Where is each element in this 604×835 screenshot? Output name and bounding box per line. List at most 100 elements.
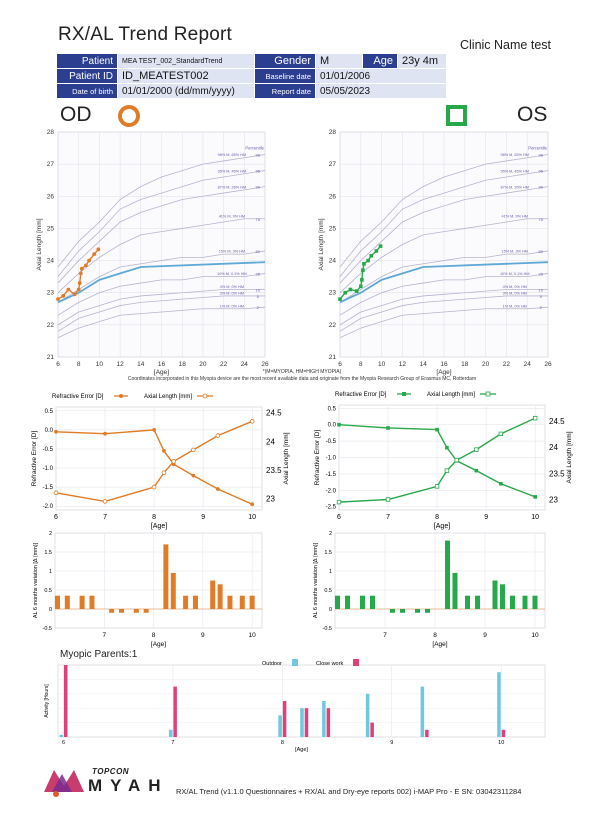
percentile-tag: 3% M, 0% HM [503,291,527,295]
x-tick-label: 6 [54,514,58,521]
x-tick-label: 24 [241,361,249,368]
clinic-name: Clinic Name test [460,38,551,52]
percentile-label: 5 [257,294,260,299]
reference-curve [57,261,266,304]
percentile-label: 50 [256,249,261,254]
percentile-label: 98 [256,153,261,158]
legend-swatch-marker [119,394,123,398]
percentile-label: 95 [538,169,543,174]
percentile-tag: 3% M, 0% HM [220,291,244,295]
patient-point [56,297,60,302]
percentile-label: 50 [538,249,543,254]
y2-axis-label: Axial Length [mm] [566,431,573,483]
x-tick-label: 14 [137,361,145,368]
refractive-error-point [250,502,255,507]
close-work-bar [282,701,287,737]
y-axis-label: AL 6 months variation [Δ (mm)] [33,542,39,618]
variation-bar [475,595,480,609]
x-tick-label: 18 [179,361,187,368]
percentile-tag: 95% M, 45% HM [218,169,247,173]
variation-bar [510,595,515,609]
y2-tick-label: 24 [549,443,558,452]
axial-length-point [191,447,196,453]
outdoor-bar [300,708,304,737]
y-tick-label: 28 [329,129,337,136]
x-tick-label: 7 [103,514,107,521]
outdoor-bar [278,715,282,737]
y-tick-label: -1.5 [43,485,54,491]
percentile-curve [57,154,266,268]
footer-text: RX/AL Trend (v1.1.0 Questionnaires + RX/… [176,787,522,796]
baseline-date-value: 01/01/2006 [316,69,446,83]
variation-bar [210,580,216,609]
outdoor-bar [420,686,425,737]
x-tick-label: 6 [56,361,60,368]
x-axis-label: [Age] [295,747,308,753]
x-tick-label: 16 [158,361,166,368]
percentile-curve [57,250,266,303]
x-tick-label: 16 [440,361,448,368]
x-tick-label: 8 [433,632,437,639]
percentile-tag: 41% M, 9% HM [219,214,245,218]
y-tick-label: -1.0 [326,456,337,462]
x-tick-label: 9 [483,632,487,639]
patient-id-value: ID_MEATEST002 [118,69,254,83]
baseline-date-label: Baseline date [255,69,315,83]
refractive-error-point [533,495,537,499]
report-date-value: 05/05/2023 [316,84,446,98]
refractive-error-point [191,473,196,478]
axial-length-point [102,499,108,504]
refractive-error-point [386,426,390,430]
percentile-curve [339,295,548,332]
variation-bar [400,609,405,613]
outdoor-bar [322,701,326,737]
axial-length-point [532,415,538,421]
y-tick-label: 2 [49,531,52,537]
refractive-error-line [338,423,536,498]
legend-swatch-marker [202,393,208,399]
variation-bar [370,595,375,609]
x-tick-label: 6 [62,740,65,746]
myah-logo-icon [44,770,84,797]
variation-bar [119,609,125,613]
percentile-tag: 15% M, 3% HM [502,250,528,254]
percentile-curve [339,186,549,284]
x-tick-label: 7 [383,632,387,639]
patient-point [361,268,365,273]
x-tick-label: 20 [199,361,207,368]
y-tick-label: 2 [329,531,332,537]
legend-close-work-swatch [353,659,359,666]
patient-point [72,292,77,297]
os-label: OS [517,103,548,126]
patient-point [362,261,366,266]
x-tick-label: 8 [281,740,284,746]
variation-bar [143,609,149,613]
outdoor-bar [497,672,501,737]
y-tick-label: -1.0 [43,466,54,472]
y2-tick-label: 24.5 [266,409,282,418]
x-tick-label: 8 [359,361,363,368]
y-tick-label: -2.5 [326,505,337,511]
y-tick-label: 1.5 [44,550,52,556]
x-tick-label: 8 [435,514,439,521]
refractive-error-point [152,427,156,432]
percentile-curve [339,306,549,339]
percentile-label: 75 [256,217,261,222]
percentile-curve [57,295,265,332]
outdoor-bar [168,729,173,737]
variation-bar [445,540,450,609]
percentile-label: 2 [540,305,543,310]
myah-brand: MYAH [88,776,169,795]
variation-bar [492,580,498,609]
axial-length-point [151,484,157,490]
y-tick-label: 26 [47,193,55,200]
dob-value: 01/01/2000 (dd/mm/yyyy) [118,84,254,98]
close-work-bar [326,708,331,737]
x-axis-label: [Age] [151,641,166,648]
patient-point [343,290,347,295]
legend-refractive-error: Refractive Error [D] [335,392,387,398]
x-axis-label: [Age] [434,523,450,530]
legend-swatch-marker [402,392,406,396]
